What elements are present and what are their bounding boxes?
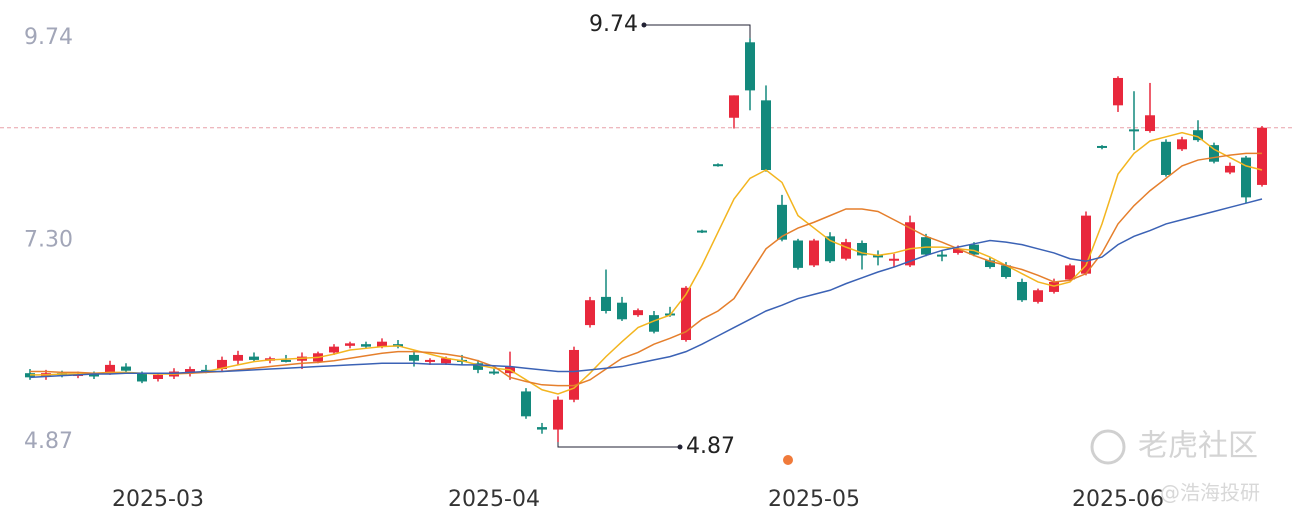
candle-body (761, 100, 771, 171)
candle-body (1145, 115, 1155, 132)
candle-body (537, 427, 547, 430)
candle-body (697, 230, 707, 233)
watermark: 老虎社区 (1138, 429, 1258, 464)
candle-body (777, 204, 787, 240)
candle-body (377, 341, 387, 347)
candle-body (345, 343, 355, 346)
watermark-logo (1090, 429, 1126, 465)
candle-body (153, 374, 163, 379)
x-tick-label: 2025-04 (448, 487, 540, 512)
candle-body (217, 359, 227, 370)
candle-body (249, 356, 259, 360)
watermark: @浩海投研 (1160, 481, 1260, 505)
candle-body (969, 244, 979, 255)
candle-body (601, 296, 611, 311)
candle-body (857, 242, 867, 256)
candle-body (713, 164, 723, 167)
low-pointer (557, 442, 680, 448)
candle-body (1065, 265, 1075, 280)
candle-body (953, 248, 963, 253)
y-tick-label: 7.30 (24, 228, 73, 253)
candle-body (553, 399, 563, 430)
candle-body (1193, 130, 1203, 141)
candle-body (105, 364, 115, 374)
candle-body (745, 42, 755, 91)
candle-body (937, 254, 947, 257)
candle-body (569, 349, 579, 400)
candle-body (809, 240, 819, 266)
candle-body (1081, 215, 1091, 274)
average-line (29, 198, 1263, 379)
average-line (30, 131, 1263, 395)
candle-body (1257, 127, 1267, 185)
candle-body (905, 222, 915, 266)
high-pointer (644, 24, 751, 39)
candle-body (1017, 281, 1027, 301)
candle-body (873, 255, 883, 258)
candle-body (1049, 281, 1059, 292)
candle-body (1001, 265, 1011, 277)
candle-body (1129, 129, 1139, 132)
candle-body (425, 359, 435, 362)
candle-body (617, 302, 627, 320)
low-label: 4.87 (686, 434, 735, 459)
candle-body (281, 359, 291, 362)
candle-body (921, 237, 931, 255)
candle-body (233, 354, 243, 361)
candle-body (681, 287, 691, 341)
candle-body (441, 358, 451, 364)
candle-body (1113, 77, 1123, 106)
candle-body (185, 369, 195, 374)
candle-body (121, 366, 131, 371)
marker-dot (783, 455, 793, 465)
candle-body (729, 95, 739, 118)
candle-body (889, 258, 899, 261)
candle-body (1097, 145, 1107, 148)
y-tick-label: 9.74 (24, 25, 73, 50)
candle-body (409, 354, 419, 361)
candle-body (89, 374, 99, 377)
y-tick-label: 4.87 (24, 429, 73, 454)
pointer-dot (641, 22, 647, 28)
candle-body (649, 315, 659, 332)
candle-body (1161, 141, 1171, 175)
candle-body (1177, 139, 1187, 150)
candle-body (361, 344, 371, 347)
candle-body (1241, 157, 1251, 198)
candle-body (585, 300, 595, 326)
candle-body (825, 236, 835, 262)
candle-body (841, 242, 851, 259)
x-tick-label: 2025-05 (768, 487, 860, 512)
candle-body (473, 363, 483, 370)
candle-body (633, 310, 643, 316)
candle-body (1209, 145, 1219, 162)
candle-body (1225, 165, 1235, 173)
pointer-dot (677, 444, 683, 450)
high-label: 9.74 (589, 12, 638, 37)
x-tick-label: 2025-06 (1072, 487, 1164, 512)
candle-body (137, 373, 147, 382)
candle-body (985, 260, 995, 268)
candle-body (793, 240, 803, 268)
candle-body (489, 371, 499, 374)
average-line (30, 152, 1262, 387)
candle-body (1033, 290, 1043, 302)
candle-body (521, 391, 531, 417)
x-tick-label: 2025-03 (112, 487, 204, 512)
candle-body (329, 346, 339, 353)
